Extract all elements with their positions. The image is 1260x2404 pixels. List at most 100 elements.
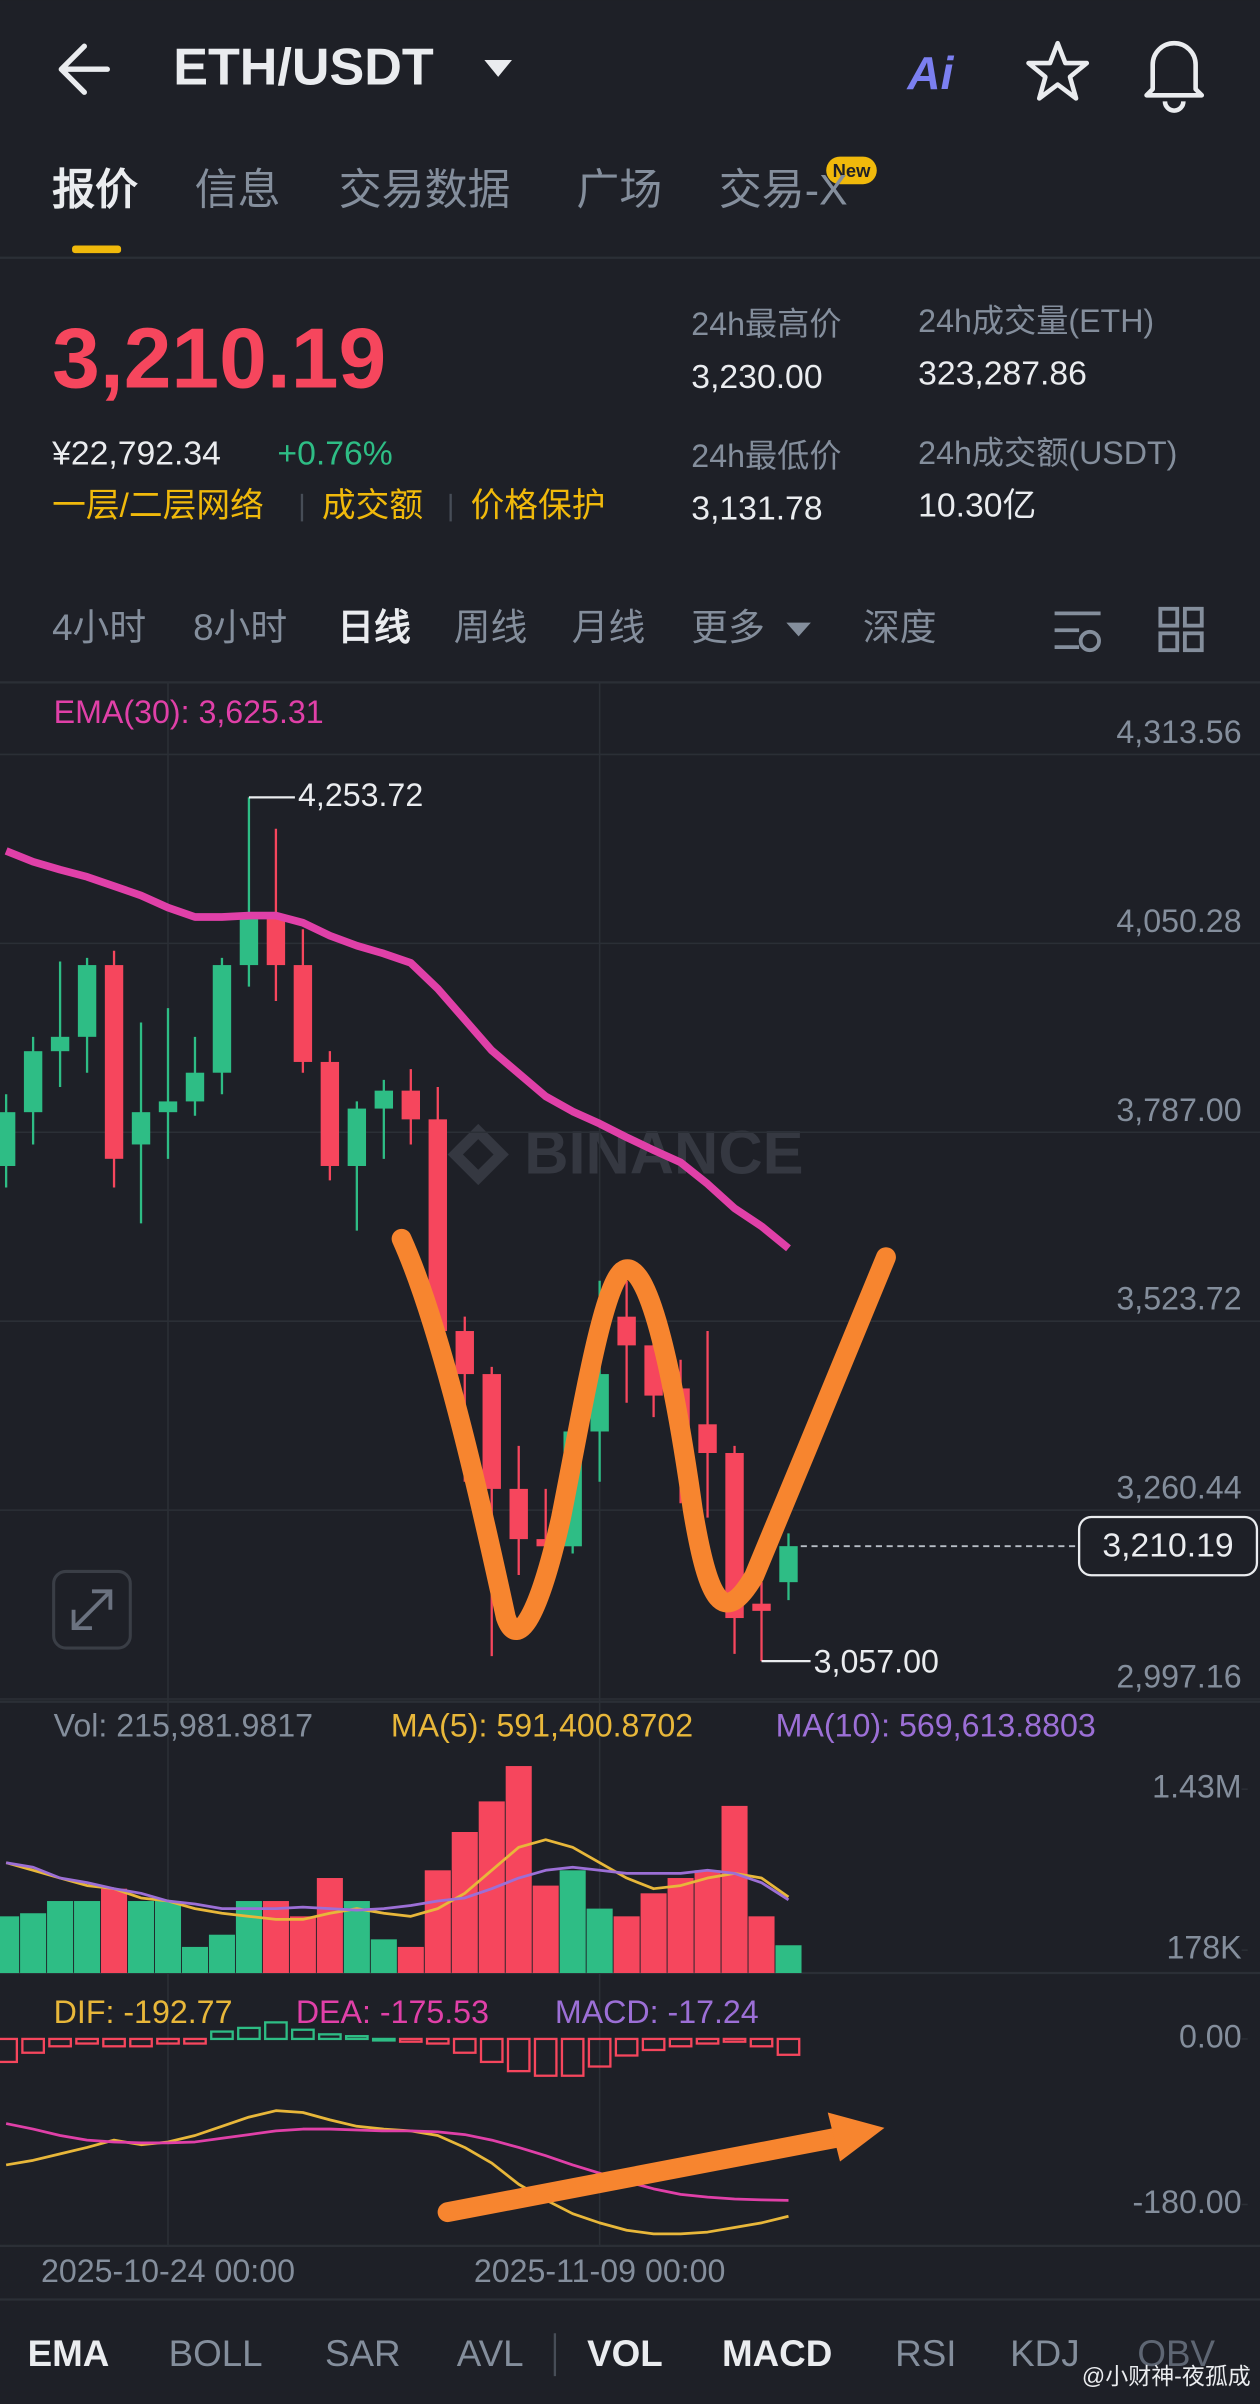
stat-value: 10.30亿	[918, 487, 1036, 525]
tab[interactable]: 交易-X	[719, 167, 848, 215]
last-price: 3,210.19	[52, 311, 386, 407]
volume-bar	[424, 1870, 451, 1974]
new-badge	[826, 156, 877, 185]
more-caret[interactable]	[786, 622, 811, 637]
candle-body	[104, 965, 124, 1159]
arrow-drawing	[437, 2127, 850, 2223]
ai-icon[interactable]: Ai	[906, 47, 954, 99]
info-link[interactable]: 成交额	[322, 487, 423, 525]
interval-tab[interactable]: 日线	[337, 607, 411, 648]
layout-icon-cell[interactable]	[1182, 606, 1204, 628]
tab-underline	[72, 245, 122, 254]
candle-body	[374, 1090, 394, 1109]
pair-caret[interactable]	[484, 60, 512, 77]
indicator-tab[interactable]: SAR	[325, 2333, 401, 2374]
volume-bar	[613, 1916, 640, 1974]
settings-icon[interactable]	[1054, 611, 1101, 650]
candle-body	[617, 1316, 636, 1346]
info-link[interactable]: 价格保护	[471, 487, 606, 525]
interval-tab[interactable]: 更多	[691, 607, 765, 648]
indicator-tab[interactable]: OBV	[1137, 2333, 1215, 2374]
indicator-tab[interactable]: EMA	[28, 2333, 110, 2374]
tab[interactable]: 交易数据	[339, 167, 511, 215]
volume-legend: MA(10): 569,613.8803	[776, 1707, 1096, 1743]
macd-bar	[425, 2037, 450, 2045]
w-pattern-drawing	[391, 1228, 896, 1640]
expand-button[interactable]	[52, 1569, 132, 1650]
volume-ma10-line	[5, 1861, 790, 1912]
stat-value: 323,287.86	[918, 355, 1087, 393]
macd-bar	[291, 2028, 315, 2041]
volume-tick-label: 178K	[1166, 1930, 1242, 1966]
layout-icon-cell[interactable]	[1158, 606, 1180, 628]
volume-bar	[775, 1945, 802, 1974]
indicator-tab[interactable]: BOLL	[169, 2333, 263, 2374]
y-tick-label: 4,313.56	[1116, 714, 1241, 750]
volume-bar	[0, 1916, 20, 1974]
ema-legend: EMA(30): 3,625.31	[54, 694, 324, 730]
stat-value: 3,230.00	[691, 358, 822, 396]
macd-bar	[102, 2037, 126, 2048]
interval-tab[interactable]: 4小时	[52, 607, 146, 648]
volume-bar	[370, 1939, 397, 1974]
layout-icon[interactable]	[1158, 606, 1204, 653]
macd-bar	[344, 2035, 369, 2041]
current-price-tag	[1077, 1515, 1259, 1577]
bell-icon[interactable]	[1144, 40, 1205, 113]
interval-tab[interactable]: 月线	[572, 607, 646, 648]
candle-body	[239, 914, 259, 966]
star-icon[interactable]	[1026, 40, 1090, 101]
dea-line	[5, 2122, 789, 2202]
layout-icon-cell[interactable]	[1158, 631, 1180, 653]
interval-tab[interactable]: 周线	[454, 607, 528, 648]
interval-tab[interactable]: 8小时	[193, 607, 287, 648]
volume-bar	[47, 1901, 74, 1974]
candle-body	[158, 1101, 178, 1113]
volume-ma5-line	[5, 1838, 790, 1921]
macd-bar	[479, 2037, 504, 2064]
indicator-tab[interactable]: AVL	[457, 2333, 524, 2374]
macd-bar	[695, 2037, 720, 2045]
candle-body	[779, 1546, 798, 1583]
back-icon[interactable]	[58, 43, 110, 95]
y-tick-label: 3,260.44	[1116, 1470, 1241, 1506]
volume-bar	[667, 1878, 694, 1974]
tab[interactable]: 信息	[195, 167, 281, 215]
pair-title[interactable]: ETH/USDT	[173, 39, 434, 97]
tab[interactable]: 报价	[52, 167, 138, 215]
macd-bar	[452, 2037, 477, 2054]
macd-bar	[237, 2026, 261, 2041]
macd-bar	[641, 2037, 666, 2052]
candle-body	[77, 965, 97, 1037]
expand-icon[interactable]	[71, 1589, 113, 1631]
macd-legend: DEA: -175.53	[296, 1994, 489, 2030]
candle-body	[752, 1603, 771, 1611]
settings-icon[interactable]	[1078, 629, 1101, 653]
macd-tick-label: 0.00	[1179, 2018, 1242, 2054]
macd-bar	[398, 2037, 423, 2043]
indicator-tab[interactable]: RSI	[895, 2333, 956, 2374]
volume-bar	[532, 1885, 559, 1974]
interval-tab[interactable]: 深度	[863, 607, 937, 648]
indicator-tab[interactable]: MACD	[722, 2333, 832, 2374]
macd-bar	[533, 2037, 558, 2077]
info-link[interactable]: 一层/二层网络	[52, 487, 264, 525]
cny-price: ¥22,792.34	[51, 434, 221, 472]
indicator-tab[interactable]: KDJ	[1010, 2333, 1079, 2374]
macd-bar	[371, 2037, 396, 2042]
watermark-credit: @小财神-夜孤成	[1082, 2363, 1251, 2389]
macd-bar	[506, 2037, 531, 2073]
tab[interactable]: 广场	[576, 167, 662, 215]
macd-bar	[129, 2037, 153, 2048]
indicator-tab[interactable]: VOL	[587, 2333, 663, 2374]
layout-icon-cell[interactable]	[1182, 631, 1204, 653]
candle-body	[725, 1453, 744, 1619]
macd-bar	[75, 2037, 99, 2045]
new-badge-text: New	[833, 160, 871, 181]
volume-legend: MA(5): 591,400.8702	[391, 1707, 693, 1743]
volume-bar	[586, 1908, 613, 1974]
macd-legend: MACD: -17.24	[555, 1994, 759, 2030]
volume-bar	[154, 1901, 182, 1974]
